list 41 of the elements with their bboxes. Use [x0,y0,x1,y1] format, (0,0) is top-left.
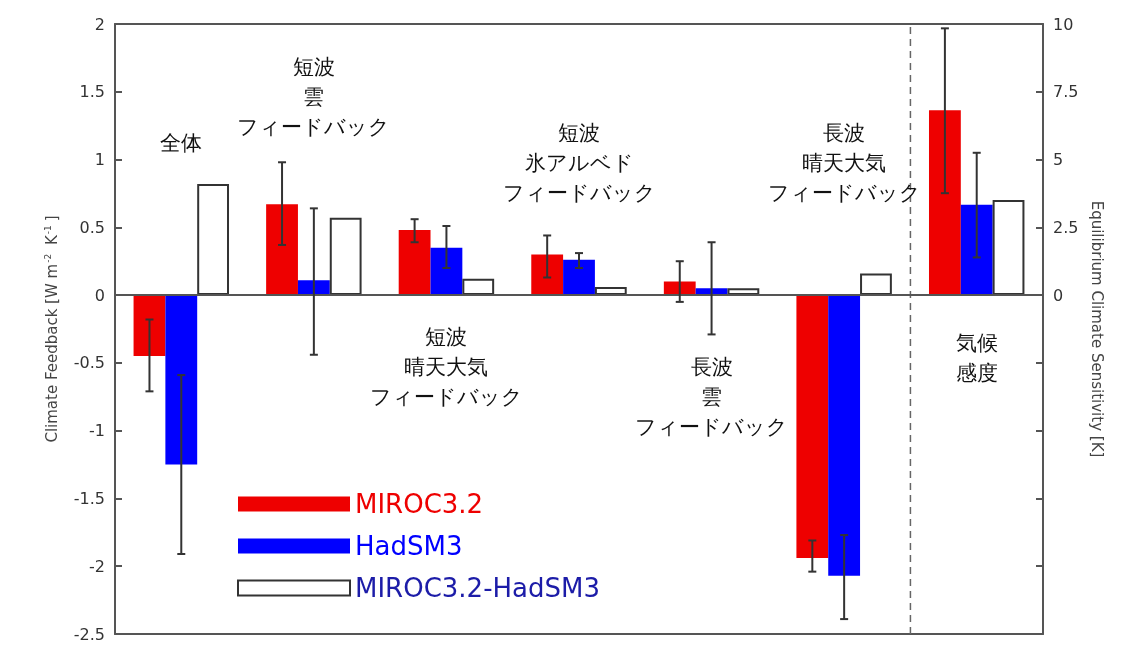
bar [197,183,230,296]
x-tick-label: 短波晴天大気フィードバック [369,324,523,410]
bar [531,254,564,296]
y-tick-label: -1 [89,421,105,441]
y-tick-label: -2.5 [73,624,105,644]
x-tick-label: 短波氷アルベドフィードバック [502,120,656,206]
y-tick-label: -1.5 [73,488,105,508]
y-tick-label: 0 [94,285,105,305]
y2-tick-label: 0 [1053,285,1064,305]
x-tick-label: 長波晴天大気フィードバック [767,120,921,206]
y-tick-label: 2 [94,14,105,34]
y2-tick-label: 7.5 [1053,82,1079,102]
y-tick-label: -0.5 [73,353,105,373]
bar [266,204,298,296]
bar [165,295,198,465]
bar [796,295,829,559]
bar [727,288,760,296]
bar [133,295,166,357]
y-tick-label: 1.5 [79,82,105,102]
y2-tick-label: 5 [1053,150,1064,170]
y-axis-title: Climate Feedback [W m-2 K-1] [42,215,61,443]
bar [563,259,595,296]
legend-label: HadSM3 [355,531,463,561]
bar [398,230,431,296]
bar [462,278,495,296]
x-tick-label: 全体 [160,130,203,156]
bar [828,295,861,576]
y2-tick-label: 2.5 [1053,217,1079,237]
bar [430,247,463,296]
y-tick-label: 1 [94,150,105,170]
x-tick-label: 短波雲フィードバック [237,54,391,140]
legend-label: MIROC3.2 [355,489,484,519]
bar [860,273,892,296]
legend-label: MIROC3.2-HadSM3 [355,573,600,603]
y2-axis-title: Equilibrium Climate Sensitivity [K] [1087,200,1106,458]
x-tick-label: 気候感度 [955,330,998,386]
x-tick-label: 長波雲フィードバック [635,354,789,440]
y-tick-label: -2 [89,556,105,576]
y2-tick-label: 10 [1053,14,1074,34]
bar [329,217,362,296]
y-tick-label: 0.5 [79,217,105,237]
